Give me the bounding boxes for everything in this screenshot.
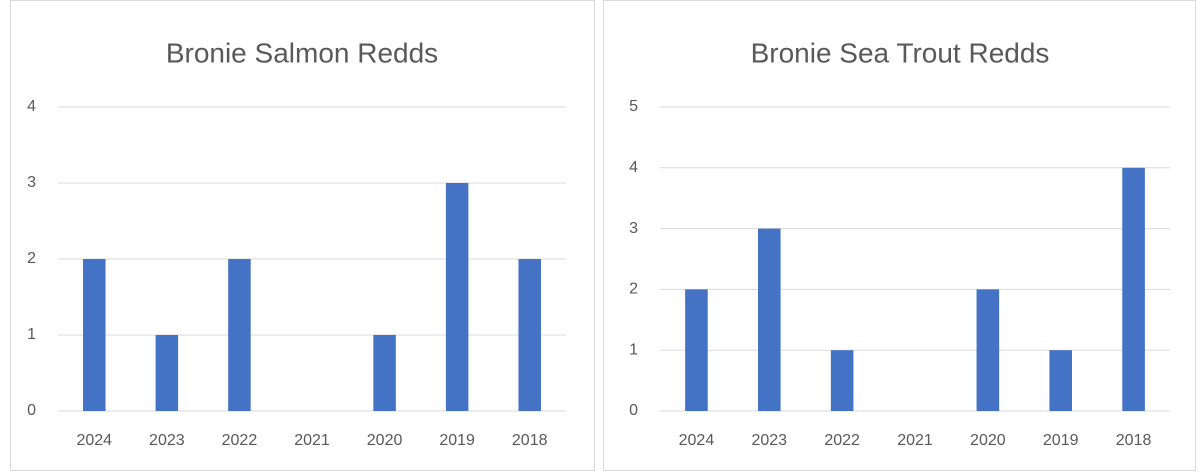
- x-tick-label: 2018: [1116, 432, 1152, 449]
- x-tick-label: 2019: [439, 432, 475, 449]
- x-tick-label: 2019: [1043, 432, 1079, 449]
- x-tick-label: 2020: [970, 432, 1006, 449]
- bar: [976, 289, 1000, 411]
- chart-frame: [10, 0, 595, 471]
- x-tick-label: 2022: [824, 432, 860, 449]
- y-tick-label: 3: [629, 220, 638, 237]
- bar: [373, 335, 396, 411]
- y-tick-label: 5: [629, 98, 638, 115]
- y-tick-label: 2: [629, 281, 638, 298]
- bar: [228, 259, 251, 411]
- x-tick-label: 2022: [222, 432, 258, 449]
- y-tick-label: 4: [27, 98, 36, 115]
- bar: [1122, 167, 1145, 411]
- chart-title: Bronie Salmon Redds: [166, 37, 438, 68]
- bar: [155, 335, 179, 411]
- x-tick-label: 2024: [679, 432, 715, 449]
- y-tick-label: 4: [629, 159, 638, 176]
- chart-title: Bronie Sea Trout Redds: [751, 37, 1050, 68]
- bar: [685, 289, 708, 411]
- x-tick-label: 2023: [149, 432, 185, 449]
- x-tick-label: 2024: [76, 432, 112, 449]
- x-tick-label: 2021: [897, 432, 933, 449]
- bar: [83, 259, 106, 411]
- x-tick-label: 2018: [512, 432, 548, 449]
- x-tick-label: 2020: [367, 432, 403, 449]
- x-tick-label: 2023: [751, 432, 787, 449]
- y-tick-label: 1: [629, 341, 638, 358]
- bar: [757, 228, 781, 411]
- y-tick-label: 2: [27, 250, 36, 267]
- bar: [1049, 350, 1073, 411]
- bar: [445, 183, 469, 411]
- y-tick-label: 0: [27, 402, 36, 419]
- y-tick-label: 0: [629, 402, 638, 419]
- y-tick-label: 3: [27, 174, 36, 191]
- x-tick-label: 2021: [294, 432, 330, 449]
- y-tick-label: 1: [27, 326, 36, 343]
- bar: [830, 350, 854, 411]
- bar: [518, 259, 541, 411]
